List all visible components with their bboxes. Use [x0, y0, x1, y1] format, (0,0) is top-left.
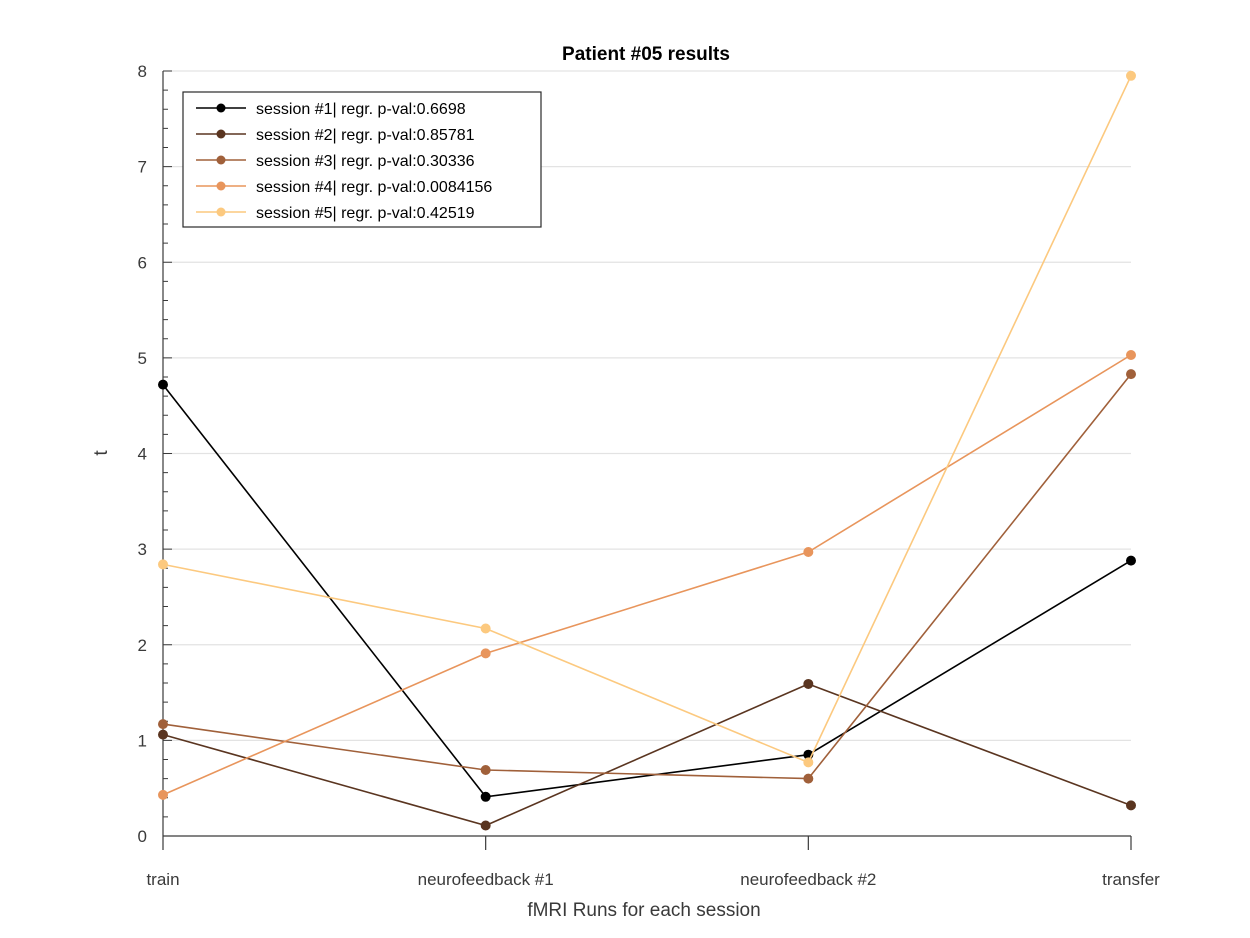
series-group: [158, 70, 1136, 831]
data-point: [803, 757, 814, 768]
legend-swatch-marker: [216, 155, 226, 165]
series-5: [158, 70, 1136, 768]
legend-item: session #3| regr. p-val:0.30336: [196, 153, 475, 170]
data-point: [803, 678, 814, 689]
grid-lines: [163, 70, 1131, 741]
series-3: [158, 369, 1136, 784]
x-tick-label: train: [146, 870, 179, 889]
data-point: [1126, 555, 1136, 566]
data-point: [480, 765, 491, 776]
legend-swatch-marker: [216, 181, 226, 191]
data-point: [1126, 70, 1136, 81]
data-point: [803, 546, 814, 557]
legend-swatch-marker: [216, 103, 226, 113]
x-tick-label: neurofeedback #1: [418, 870, 554, 889]
y-tick-label: 8: [138, 62, 147, 81]
y-tick-label: 1: [138, 731, 147, 750]
series-line: [162, 354, 1132, 796]
y-tick-label: 4: [138, 445, 147, 464]
data-point: [480, 648, 491, 659]
series-4: [158, 350, 1136, 800]
x-tick-label: neurofeedback #2: [740, 870, 876, 889]
legend-item: session #4| regr. p-val:0.0084156: [196, 179, 492, 196]
data-point: [480, 623, 491, 634]
data-point: [1126, 369, 1136, 380]
data-point: [803, 773, 814, 784]
data-point: [480, 791, 491, 802]
series-line: [162, 683, 1132, 827]
legend: session #1| regr. p-val:0.6698 session #2…: [182, 91, 542, 228]
legend-item: session #2| regr. p-val:0.85781: [196, 127, 475, 144]
legend-swatch-marker: [216, 207, 226, 217]
chart-title: Patient #05 results: [562, 44, 730, 65]
x-tick-label: transfer: [1102, 870, 1160, 889]
data-point: [158, 729, 168, 740]
data-point: [158, 379, 168, 390]
y-tick-label: 5: [138, 349, 147, 368]
y-axis-label: t: [91, 450, 112, 456]
series-line: [162, 373, 1132, 780]
data-point: [158, 719, 168, 730]
series-line: [162, 384, 1132, 798]
series-2: [158, 678, 1136, 831]
series-line: [162, 75, 1132, 764]
legend-swatch-marker: [216, 129, 226, 139]
data-point: [158, 559, 168, 570]
legend-label: session #3| regr. p-val:0.30336: [256, 153, 475, 170]
legend-label: session #5| regr. p-val:0.42519: [256, 205, 475, 222]
y-tick-label: 2: [138, 636, 147, 655]
data-point: [1126, 800, 1136, 811]
y-tick-label: 3: [138, 540, 147, 559]
series-1: [158, 379, 1136, 802]
legend-label: session #1| regr. p-val:0.6698: [256, 101, 466, 118]
data-point: [480, 820, 491, 831]
legend-item: session #5| regr. p-val:0.42519: [196, 205, 475, 222]
legend-label: session #2| regr. p-val:0.85781: [256, 127, 475, 144]
data-point: [158, 789, 168, 800]
x-axis-label: fMRI Runs for each session: [527, 900, 760, 921]
legend-item: session #1| regr. p-val:0.6698: [196, 101, 466, 118]
y-tick-label: 7: [138, 158, 147, 177]
legend-label: session #4| regr. p-val:0.0084156: [256, 179, 492, 196]
data-point: [1126, 350, 1136, 361]
y-tick-label: 6: [138, 253, 147, 272]
y-tick-label: 0: [138, 827, 147, 846]
axes: 0 1 2 3 4 5 6 7 8 train neurofeedback #1 neurofeedb…: [138, 62, 1161, 889]
